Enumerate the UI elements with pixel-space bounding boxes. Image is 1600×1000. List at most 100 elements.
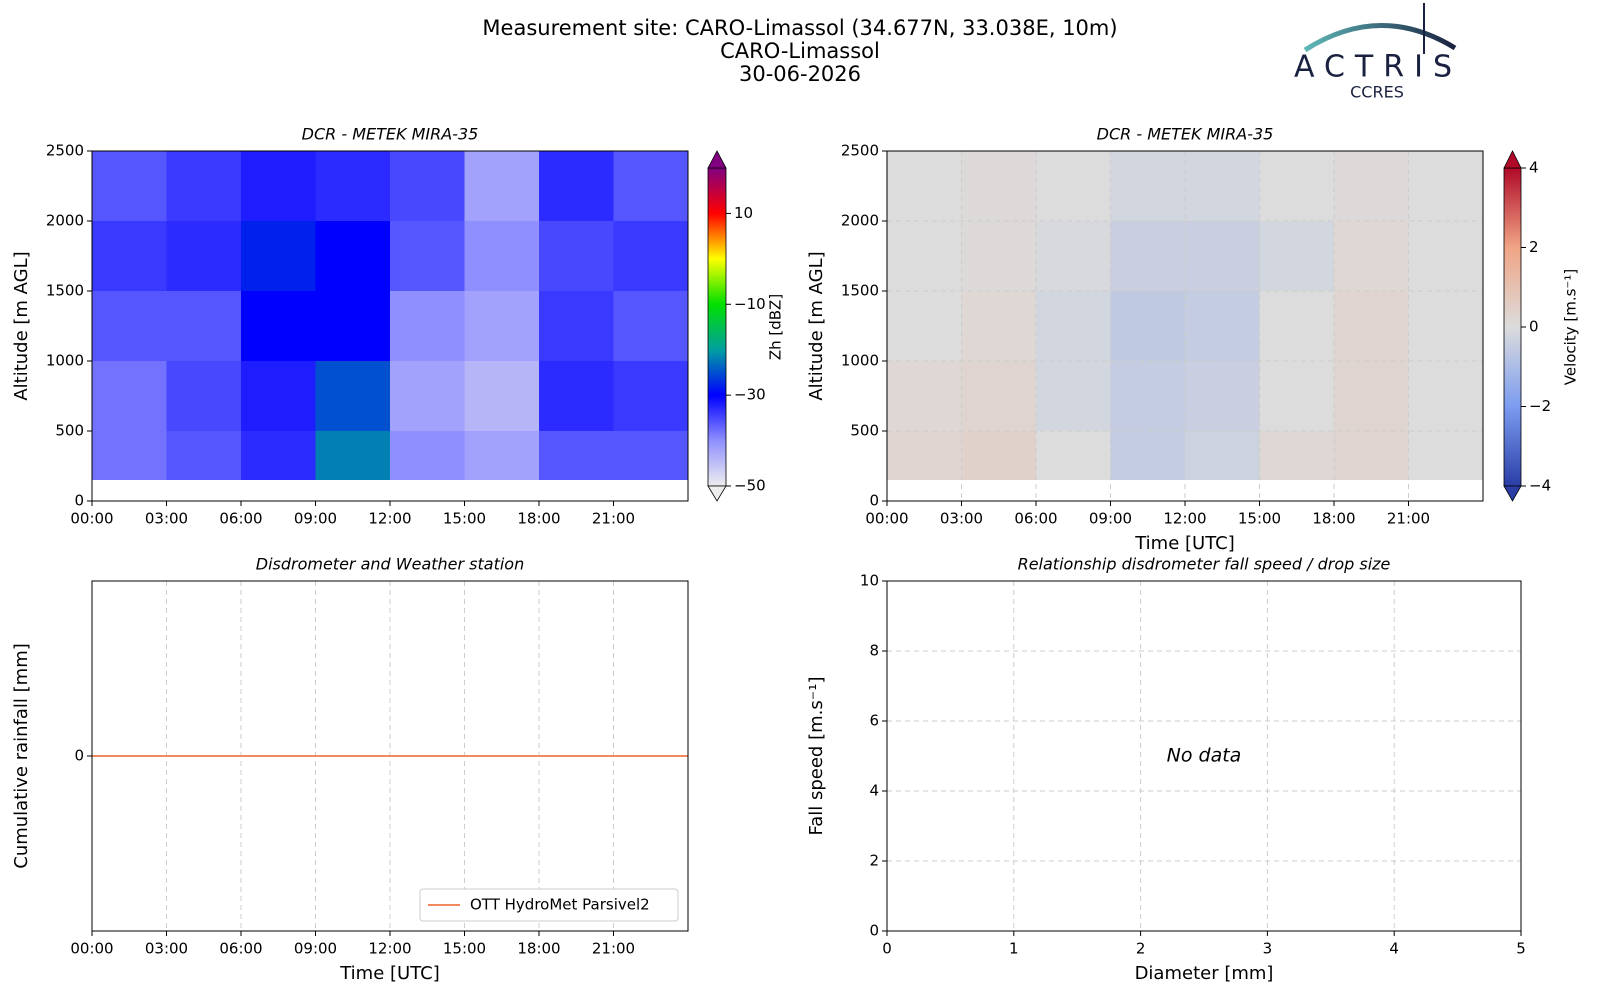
panel-title: Disdrometer and Weather station: [256, 555, 524, 574]
heatmap-cell: [1110, 151, 1185, 221]
heatmap-cell: [1036, 221, 1111, 291]
x-tick-label: 21:00: [592, 510, 635, 528]
x-axis-label: Time [UTC]: [1134, 533, 1235, 554]
heatmap-cell: [887, 221, 962, 291]
heatmap-cell: [1185, 361, 1260, 431]
x-tick-label: 21:00: [1387, 510, 1430, 528]
x-tick-label: 1: [1009, 940, 1019, 958]
colorbar-tick-label: −10: [734, 295, 766, 313]
heatmap-cell: [315, 361, 390, 431]
heatmap-cell: [539, 221, 614, 291]
x-tick-label: 00:00: [70, 940, 113, 958]
panel-title: DCR - METEK MIRA-35: [302, 125, 479, 144]
y-axis-label: Fall speed [m.s⁻¹]: [806, 677, 827, 836]
x-tick-label: 21:00: [592, 940, 635, 958]
panel: Disdrometer and Weather station 0 00:00 03:…: [11, 555, 689, 984]
x-tick-label: 5: [1516, 940, 1526, 958]
y-axis-label: Altitude [m AGL]: [806, 251, 827, 400]
heatmap-cell: [1408, 431, 1483, 480]
colorbar-tick-label: −2: [1529, 397, 1551, 415]
x-axis-label: Diameter [mm]: [1135, 963, 1274, 984]
y-tick-label: 10: [860, 572, 879, 590]
heatmap-cell: [390, 151, 465, 221]
plot-frame: [91, 580, 689, 932]
heatmap-cell: [315, 291, 390, 361]
heatmap-cell: [1185, 291, 1260, 361]
logo-subtitle: CCRES: [1350, 83, 1404, 102]
figure-subtitle: CARO-Limassol: [720, 39, 880, 63]
heatmap-cell: [1334, 291, 1409, 361]
x-tick-label: 18:00: [1312, 510, 1355, 528]
heatmap-cell: [961, 431, 1036, 480]
x-tick-label: 4: [1389, 940, 1399, 958]
figure-title: Measurement site: CARO-Limassol (34.677N…: [482, 16, 1117, 40]
plot-frame: [886, 150, 1484, 502]
heatmap-cell: [961, 361, 1036, 431]
heatmap-cell: [92, 291, 167, 361]
legend: [419, 888, 679, 922]
x-tick-label: 00:00: [70, 510, 113, 528]
y-tick-label: 0: [74, 747, 84, 765]
heatmap-cell: [464, 431, 539, 480]
x-tick-label: 09:00: [294, 940, 337, 958]
x-tick-label: 03:00: [940, 510, 983, 528]
heatmap-cell: [613, 221, 688, 291]
x-tick-label: 06:00: [1014, 510, 1057, 528]
heatmap-cell: [390, 221, 465, 291]
heatmap-cell: [1259, 431, 1334, 480]
heatmap-cell: [241, 151, 316, 221]
x-tick-label: 09:00: [294, 510, 337, 528]
x-tick-label: 00:00: [865, 510, 908, 528]
plot-frame: [91, 150, 689, 502]
y-tick-label: 1000: [841, 352, 879, 370]
heatmap-cell: [464, 151, 539, 221]
heatmap-cell: [1259, 361, 1334, 431]
heatmap-cell: [1334, 431, 1409, 480]
heatmap-cell: [1259, 221, 1334, 291]
x-tick-label: 03:00: [145, 510, 188, 528]
x-tick-label: 12:00: [368, 940, 411, 958]
heatmap-cell: [1036, 151, 1111, 221]
heatmap-cell: [1259, 151, 1334, 221]
x-tick-label: 15:00: [443, 510, 486, 528]
heatmap-cell: [1408, 361, 1483, 431]
y-axis-label: Cumulative rainfall [mm]: [11, 643, 32, 869]
colorbar-extend-bottom: [1503, 485, 1522, 502]
y-tick-label: 0: [74, 492, 84, 510]
y-tick-label: 2000: [46, 212, 84, 230]
heatmap-cell: [464, 221, 539, 291]
colorbar-extend-bottom: [707, 485, 727, 502]
colorbar-label: Velocity [m.s⁻¹]: [1562, 269, 1580, 385]
y-tick-label: 1500: [46, 282, 84, 300]
y-tick-label: 2000: [841, 212, 879, 230]
heatmap-cell: [961, 221, 1036, 291]
x-tick-label: 09:00: [1089, 510, 1132, 528]
x-tick-label: 15:00: [443, 940, 486, 958]
colorbar-tick-label: 4: [1529, 159, 1539, 177]
heatmap-cell: [1334, 361, 1409, 431]
heatmap-cell: [613, 151, 688, 221]
x-tick-label: 18:00: [517, 940, 560, 958]
heatmap-cell: [390, 431, 465, 480]
heatmap-cell: [1036, 431, 1111, 480]
heatmap-cell: [1185, 221, 1260, 291]
x-tick-label: 03:00: [145, 940, 188, 958]
y-tick-label: 1000: [46, 352, 84, 370]
heatmap-cell: [315, 151, 390, 221]
panel: DCR - METEK MIRA-35 −4 −2 0 2 4 Velocity [m.s⁻…: [806, 125, 1580, 555]
heatmap-cell: [613, 431, 688, 480]
heatmap-cell: [887, 361, 962, 431]
logo-arc: [1303, 23, 1457, 53]
heatmap-cell: [390, 361, 465, 431]
heatmap-cell: [1185, 431, 1260, 480]
colorbar-tick-label: −30: [734, 386, 766, 404]
colorbar-extend-top: [707, 150, 727, 169]
colorbar: [707, 167, 727, 487]
heatmap-cell: [1110, 361, 1185, 431]
y-tick-label: 0: [869, 922, 879, 940]
heatmap-cell: [241, 431, 316, 480]
heatmap-cell: [315, 221, 390, 291]
heatmap-cell: [241, 361, 316, 431]
heatmap-cell: [92, 221, 167, 291]
